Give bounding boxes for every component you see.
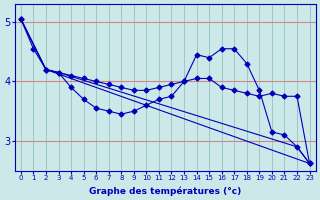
X-axis label: Graphe des températures (°c): Graphe des températures (°c) [89,186,241,196]
